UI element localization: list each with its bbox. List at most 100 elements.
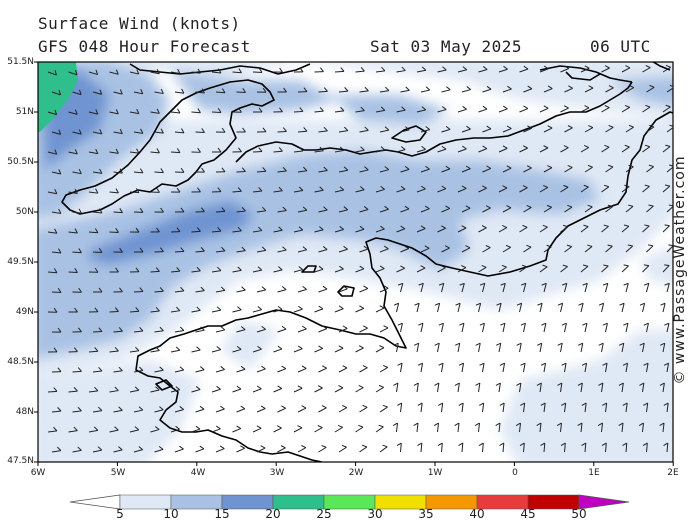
- wind-arrow: [437, 225, 446, 233]
- wind-arrow: [379, 444, 388, 453]
- wind-arrow: [581, 362, 588, 373]
- wind-arrow: [482, 125, 492, 133]
- wind-arrow: [516, 302, 523, 313]
- wind-arrow: [236, 167, 246, 173]
- wind-arrow: [379, 404, 388, 413]
- wind-arrow: [191, 346, 201, 353]
- wind-arrow: [540, 362, 547, 373]
- wind-arrow: [602, 402, 608, 413]
- wind-arrow: [400, 205, 410, 213]
- wind-arrow: [457, 265, 467, 273]
- wind-arrow: [293, 186, 304, 193]
- wind-arrow: [578, 342, 584, 353]
- wind-arrow: [236, 246, 246, 253]
- wind-arrow: [191, 68, 201, 74]
- wind-arrow: [154, 366, 164, 373]
- wind-arrow: [437, 145, 447, 153]
- wind-arrow: [413, 422, 419, 433]
- wind-arrow: [256, 325, 266, 333]
- wind-arrow: [523, 165, 532, 173]
- wind-arrow: [375, 146, 386, 153]
- wind-arrow: [129, 426, 140, 433]
- wind-arrow: [584, 244, 593, 253]
- wind-arrow: [539, 145, 549, 153]
- wind-arrow: [584, 125, 594, 133]
- wind-arrow: [560, 65, 570, 73]
- wind-arrow: [293, 266, 303, 273]
- wind-arrow: [646, 164, 654, 173]
- wind-arrow: [154, 88, 164, 95]
- wind-arrow: [499, 442, 505, 453]
- wind-arrow: [561, 362, 567, 373]
- wind-arrow: [417, 442, 423, 453]
- wind-arrow: [577, 382, 583, 393]
- wind-arrow: [195, 286, 205, 293]
- wind-arrow: [621, 65, 631, 73]
- wind-arrow: [355, 345, 364, 353]
- wind-arrow: [232, 147, 242, 153]
- wind-arrow: [396, 442, 402, 453]
- wind-arrow: [584, 204, 593, 213]
- wind-arrow: [68, 149, 78, 155]
- wind-arrow: [580, 184, 589, 193]
- wind-arrow: [355, 424, 364, 433]
- lat-label: 49N: [15, 307, 34, 317]
- wind-arrow: [154, 287, 164, 293]
- wind-arrow: [646, 244, 654, 253]
- wind-arrow: [560, 442, 566, 453]
- wind-arrow: [174, 167, 185, 173]
- wind-arrow: [498, 185, 508, 193]
- wind-arrow: [543, 125, 553, 133]
- wind-arrow: [560, 184, 569, 193]
- lat-label: 50.5N: [7, 157, 34, 167]
- wind-arrow: [92, 327, 103, 333]
- wind-arrow: [297, 365, 307, 373]
- wind-arrow: [215, 286, 226, 293]
- wind-arrow: [211, 346, 222, 353]
- wind-arrow: [273, 305, 283, 313]
- wind-arrow: [338, 206, 349, 213]
- wind-arrow: [232, 187, 242, 193]
- wind-arrow: [639, 382, 645, 393]
- wind-arrow: [256, 246, 267, 253]
- wind-arrow: [355, 225, 365, 233]
- wind-speed-colorbar: [69, 494, 630, 510]
- wind-arrow: [393, 382, 399, 393]
- wind-arrow: [580, 105, 590, 113]
- wind-arrow: [318, 126, 328, 133]
- wind-arrow: [643, 402, 649, 413]
- wind-arrow: [601, 224, 609, 233]
- wind-arrow: [457, 145, 467, 153]
- wind-arrow: [318, 87, 328, 93]
- wind-arrow: [355, 305, 364, 313]
- wind-arrow: [170, 386, 181, 393]
- wind-arrow: [413, 382, 419, 393]
- wind-arrow: [215, 88, 226, 94]
- wind-arrow: [618, 422, 624, 433]
- wind-arrow: [500, 322, 506, 333]
- wind-arrow: [293, 67, 304, 73]
- wind-arrow: [625, 124, 634, 133]
- wind-arrow: [379, 166, 390, 173]
- wind-arrow: [133, 366, 144, 373]
- wind-arrow: [232, 226, 242, 233]
- wind-arrow: [51, 248, 62, 254]
- wind-arrow: [129, 69, 140, 75]
- wind-arrow: [215, 366, 225, 373]
- wind-arrow: [623, 322, 629, 333]
- wind-arrow: [417, 402, 423, 413]
- wind-arrow: [150, 69, 160, 75]
- wind-arrow: [334, 146, 345, 153]
- wind-arrow: [51, 169, 62, 175]
- wind-arrow: [396, 66, 406, 73]
- wind-arrow: [602, 282, 609, 293]
- wind-arrow: [392, 422, 399, 433]
- wind-arrow: [150, 386, 160, 393]
- wind-arrow: [129, 386, 140, 393]
- wind-arrow: [47, 70, 57, 76]
- wind-arrow: [495, 382, 501, 393]
- wind-arrow: [375, 186, 385, 193]
- wind-arrow: [314, 107, 324, 113]
- wind-arrow: [359, 126, 369, 133]
- wind-arrow: [664, 322, 670, 333]
